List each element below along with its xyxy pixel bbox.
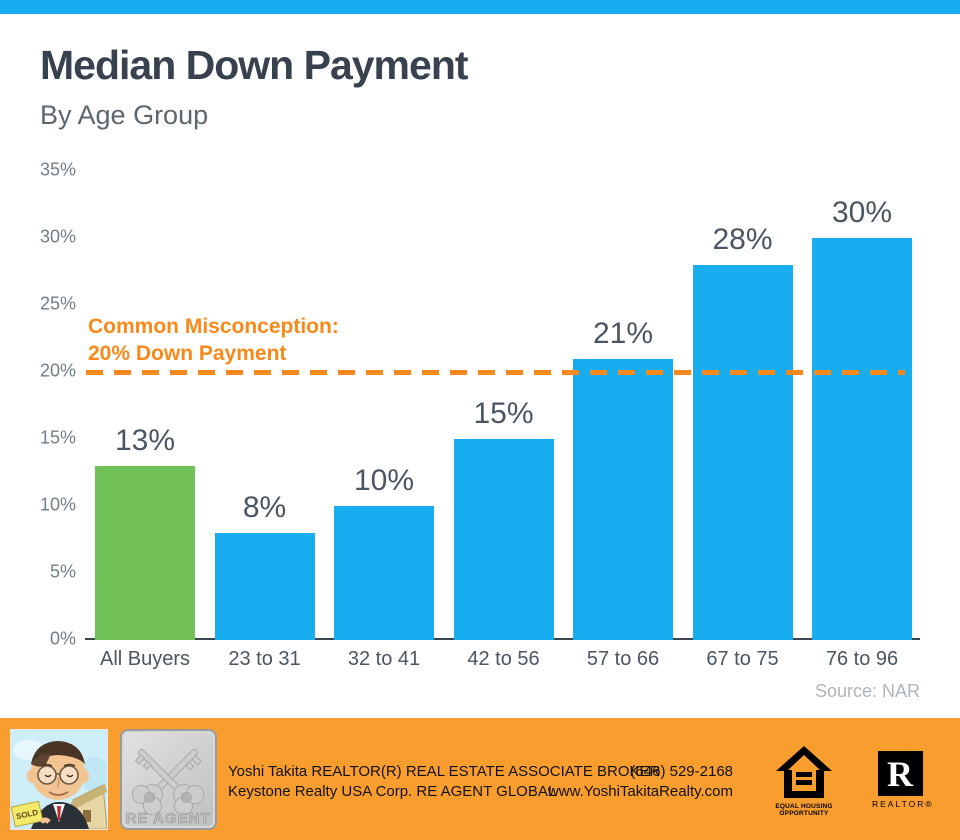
reference-annotation-line2: 20% Down Payment	[88, 342, 287, 365]
bar	[95, 465, 195, 640]
y-axis-tick-label: 30%	[39, 226, 76, 247]
equal-housing-house-icon	[776, 746, 832, 798]
bar-value-label: 13%	[114, 423, 176, 457]
bar	[214, 532, 315, 640]
bar-value-label: 21%	[592, 316, 654, 350]
realtor-logo: R REALTOR®	[872, 751, 934, 809]
reference-annotation-line1: Common Misconception:	[88, 315, 339, 338]
bar	[692, 264, 793, 640]
x-axis-label: 67 to 75	[706, 648, 779, 670]
bar-value-label: 30%	[831, 196, 893, 229]
agent-website[interactable]: www.YoshiTakitaRealty.com	[547, 783, 733, 800]
reference-annotation: Common Misconception: 20% Down Payment	[88, 313, 339, 367]
y-axis-tick-label: 10%	[39, 494, 76, 515]
reference-dashed-line	[86, 370, 905, 375]
page-subtitle: By Age Group	[40, 100, 209, 130]
bar	[573, 358, 673, 640]
agent-caricature-avatar: SOLD	[10, 729, 109, 830]
bar	[812, 238, 912, 640]
top-accent-bar	[0, 0, 960, 14]
bar-value-label: 28%	[712, 222, 773, 256]
y-axis-tick-label: 35%	[39, 159, 76, 180]
contact-info-text: (646) 529-2168 www.YoshiTakitaRealty.com	[480, 762, 733, 802]
y-axis-tick-label: 20%	[39, 360, 76, 381]
footer-banner: SOLD	[0, 718, 960, 840]
agent-info-text: Yoshi Takita REALTOR(R) REAL ESTATE ASSO…	[228, 762, 660, 802]
bar-value-label: 15%	[473, 397, 534, 430]
x-axis-label: 32 to 41	[347, 648, 421, 670]
page-title: Median Down Payment	[40, 42, 469, 88]
source-note: Source: NAR	[814, 681, 920, 701]
bar	[453, 439, 554, 640]
agent-name-line: Yoshi Takita REALTOR(R) REAL ESTATE ASSO…	[228, 763, 661, 780]
y-axis-tick-label: 25%	[39, 293, 76, 314]
x-axis-label: 76 to 96	[825, 648, 899, 670]
y-axis-tick-label: 15%	[39, 427, 76, 448]
agent-caricature-drawing: SOLD	[10, 730, 109, 830]
agent-company-line: Keystone Realty USA Corp. RE AGENT GLOBA…	[228, 783, 557, 800]
bar-value-label: 8%	[242, 490, 287, 524]
x-axis-label: 23 to 31	[228, 648, 301, 670]
realtor-letter: R	[887, 753, 913, 794]
bar-value-label: 10%	[353, 464, 415, 497]
bar	[334, 506, 434, 640]
y-axis-tick-label: 0%	[49, 628, 76, 649]
realtor-r-icon: R	[877, 751, 923, 796]
crossed-keys-icon: RE AGENT	[125, 748, 211, 827]
equal-housing-caption-line1: EQUAL HOUSING	[775, 803, 833, 810]
y-axis-tick-label: 5%	[49, 561, 76, 582]
reagent-logo-text: RE AGENT	[126, 810, 211, 827]
equal-housing-logo: EQUAL HOUSING OPPORTUNITY	[773, 746, 835, 817]
reagent-logo: RE AGENT	[120, 729, 217, 830]
realtor-caption: REALTOR®	[872, 799, 934, 809]
equal-housing-caption-line2: OPPORTUNITY	[779, 810, 829, 817]
x-axis-label: 42 to 56	[467, 648, 540, 670]
x-axis-label: 57 to 66	[586, 648, 660, 670]
agent-phone: (646) 529-2168	[630, 763, 733, 780]
x-axis-label: All Buyers	[99, 648, 191, 670]
